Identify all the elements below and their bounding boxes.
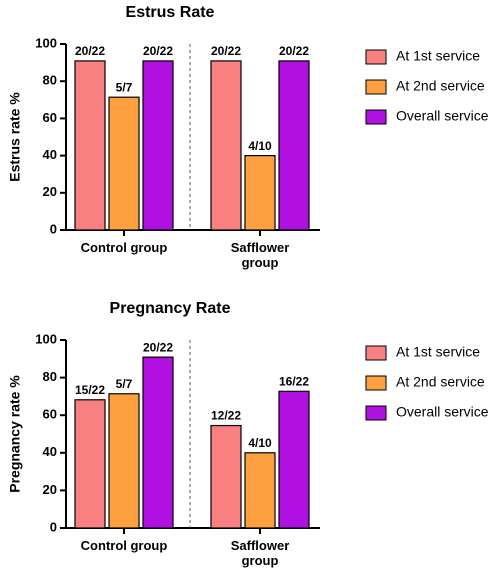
value-label: 20/22 <box>279 44 309 58</box>
y-tick-label: 60 <box>43 110 57 125</box>
legend-swatch <box>365 109 387 125</box>
y-tick-label: 80 <box>43 73 57 88</box>
value-label: 16/22 <box>279 374 309 388</box>
value-label: 20/22 <box>143 340 173 354</box>
y-tick-label: 60 <box>43 407 57 422</box>
value-label: 4/10 <box>248 436 272 450</box>
y-tick-label: 20 <box>43 482 57 497</box>
legend-swatch <box>365 49 387 65</box>
legend-label: Overall service <box>396 108 489 124</box>
x-tick-label: Control group <box>80 538 168 553</box>
value-label: 20/22 <box>75 44 105 58</box>
value-label: 12/22 <box>211 409 241 423</box>
bar <box>108 393 140 529</box>
y-tick-label: 100 <box>35 331 57 346</box>
value-label: 4/10 <box>248 139 272 153</box>
y-tick-label: 40 <box>43 147 57 162</box>
chart-title: Pregnancy Rate <box>110 300 231 317</box>
y-tick-label: 20 <box>43 184 57 199</box>
y-tick-label: 0 <box>50 519 57 534</box>
value-label: 5/7 <box>116 377 133 391</box>
legend-label: At 1st service <box>396 344 480 360</box>
bar <box>142 356 174 529</box>
legend-swatch <box>365 345 387 361</box>
bar <box>74 399 106 529</box>
value-label: 20/22 <box>143 44 173 58</box>
bar <box>244 155 276 231</box>
legend-swatch <box>365 79 387 95</box>
y-axis-label: Estrus rate % <box>7 92 23 182</box>
y-tick-label: 40 <box>43 444 57 459</box>
legend-swatch <box>365 375 387 391</box>
legend-swatch <box>365 405 387 421</box>
value-label: 15/22 <box>75 383 105 397</box>
chart-title: Estrus Rate <box>126 4 215 21</box>
legend-label: Overall service <box>396 404 489 420</box>
y-tick-label: 100 <box>35 35 57 50</box>
y-tick-label: 80 <box>43 369 57 384</box>
x-tick-label: Safflower group <box>230 538 290 568</box>
y-tick-label: 0 <box>50 221 57 236</box>
bar <box>278 390 310 529</box>
bar <box>278 60 310 231</box>
legend-label: At 2nd service <box>396 78 485 94</box>
legend-label: At 2nd service <box>396 374 485 390</box>
x-tick-label: Control group <box>80 240 168 255</box>
bar <box>210 60 242 231</box>
x-tick-label: Safflower group <box>230 240 290 270</box>
bar <box>74 60 106 231</box>
bar <box>142 60 174 231</box>
bar <box>244 452 276 529</box>
value-label: 5/7 <box>116 80 133 94</box>
bar <box>210 424 242 529</box>
value-label: 20/22 <box>211 44 241 58</box>
legend-label: At 1st service <box>396 48 480 64</box>
y-axis-label: Pregnancy rate % <box>7 375 23 493</box>
bar <box>108 96 140 231</box>
